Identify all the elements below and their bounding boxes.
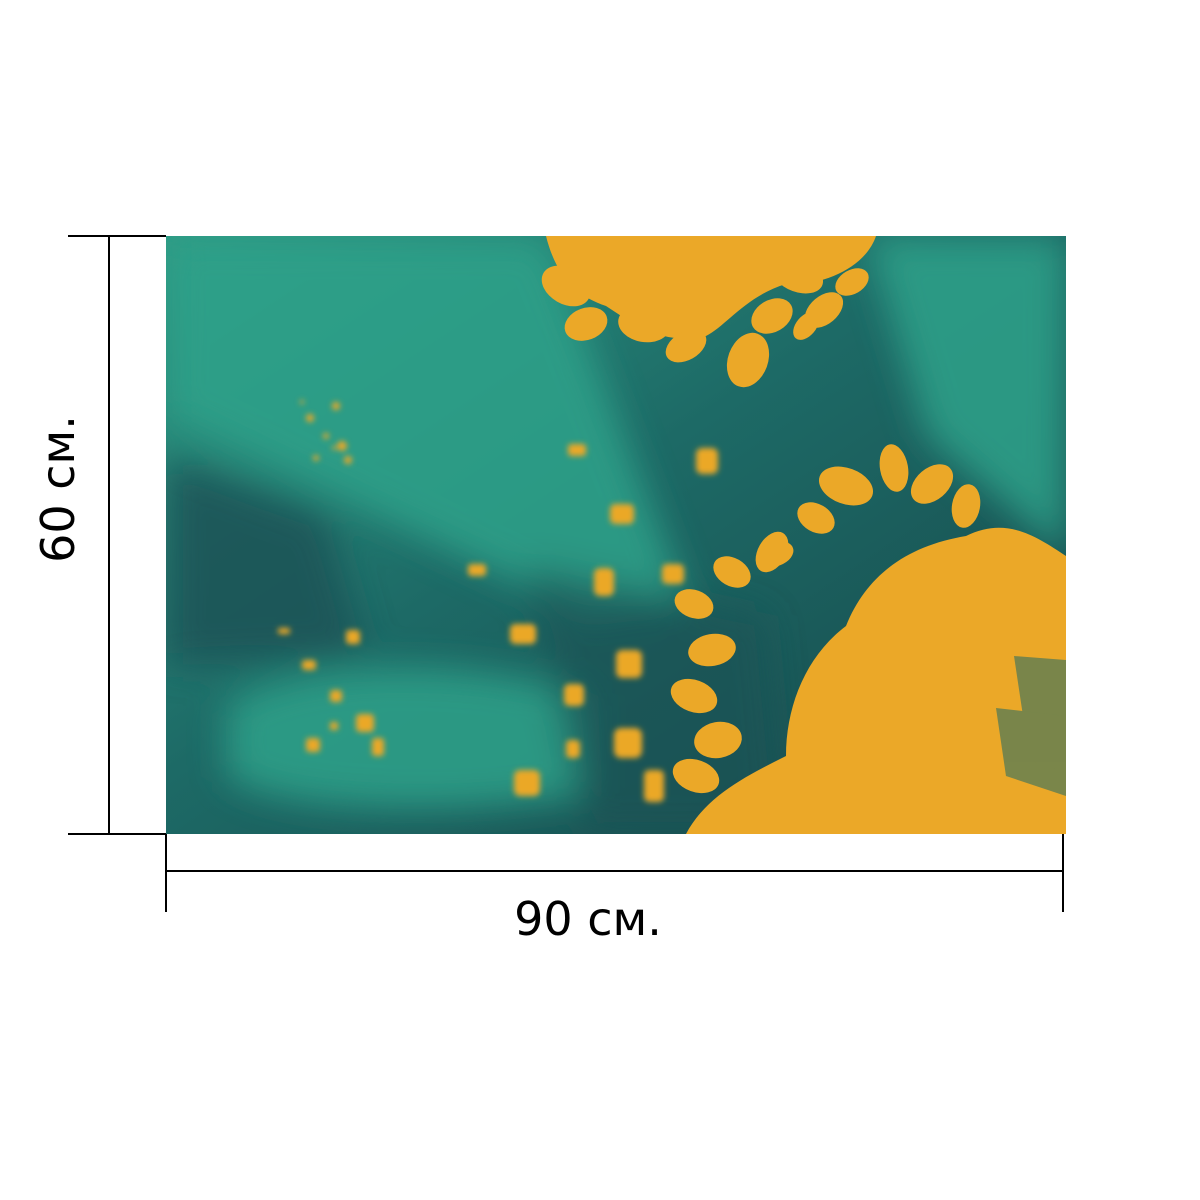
height-top-tick — [68, 235, 166, 237]
height-dimension-line — [108, 236, 110, 834]
width-label: 90 см. — [514, 892, 662, 946]
height-bottom-tick — [68, 833, 166, 835]
bokeh-dots — [278, 400, 718, 802]
height-label: 60 см. — [31, 415, 85, 563]
bottom-leaf-cluster — [670, 444, 1066, 834]
width-dimension-line — [166, 870, 1064, 872]
artwork-svg — [166, 236, 1066, 834]
width-right-tick — [1062, 834, 1064, 912]
leaf-cluster-shadows — [996, 656, 1066, 796]
top-leaf-cluster — [541, 236, 876, 388]
product-artwork — [166, 236, 1066, 834]
light-streaks — [166, 236, 1066, 834]
width-left-tick — [165, 834, 167, 912]
